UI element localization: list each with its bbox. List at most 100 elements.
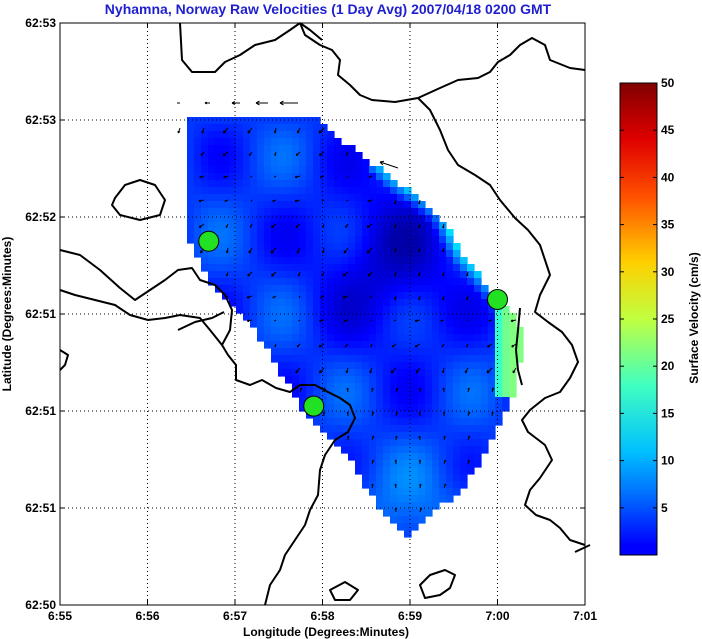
field-cell [432,278,440,286]
field-cell [215,124,223,132]
velocity-arrow [296,343,301,348]
field-cell [334,138,342,146]
field-cell [278,355,286,363]
field-cell [348,348,356,356]
field-cell [453,327,461,335]
field-cell [453,383,461,391]
field-cell [369,236,377,244]
velocity-arrow [414,343,421,348]
field-cell [481,439,489,447]
field-cell [264,271,272,279]
field-cell [383,278,391,286]
field-cell [446,397,454,405]
coastline-segment [177,311,225,331]
field-cell [397,460,405,468]
field-cell [467,404,475,412]
field-cell [285,257,293,265]
field-cell [383,320,391,328]
velocity-arrow [511,343,517,348]
velocity-arrow [223,175,229,179]
field-cell [411,474,419,482]
field-cell [383,355,391,363]
field-cell [264,285,272,293]
field-cell [278,208,286,216]
field-cell [292,348,300,356]
field-cell [369,306,377,314]
velocity-arrow [418,199,421,205]
velocity-arrow [394,247,397,253]
field-cell [376,187,384,195]
field-cell [278,299,286,307]
field-cell [271,208,279,216]
field-cell [264,201,272,209]
field-cell [243,264,251,272]
field-cell [397,327,405,335]
velocity-arrow [225,295,229,299]
field-cell [411,418,419,426]
field-cell [446,348,454,356]
field-cell [383,194,391,202]
field-cell [341,208,349,216]
field-cell [313,166,321,174]
field-cell [348,292,356,300]
field-cell [348,222,356,230]
field-cell [362,208,370,216]
field-cell [474,439,482,447]
field-cell [390,341,398,349]
field-cell [341,334,349,342]
field-cell [285,145,293,153]
field-cell [194,131,202,139]
field-cell [320,425,328,433]
field-cell [369,355,377,363]
field-cell [320,215,328,223]
field-cell [348,453,356,461]
velocity-arrow [415,367,421,374]
field-cell [467,418,475,426]
field-cell [439,432,447,440]
field-cell [341,201,349,209]
field-cell [418,264,426,272]
field-cell [383,229,391,237]
field-cell [348,376,356,384]
field-cell [362,180,370,188]
field-cell [334,355,342,363]
field-cell [341,236,349,244]
field-cell [306,376,314,384]
field-cell [250,306,258,314]
field-cell [362,348,370,356]
field-cell [474,376,482,384]
field-cell [418,215,426,223]
field-cell [313,201,321,209]
field-cell [201,264,209,272]
field-cell [404,292,412,300]
field-cell [404,257,412,265]
y-tick-label: 62:52 [25,210,56,224]
field-cell [502,397,510,405]
field-cell [271,152,279,160]
field-cell [418,369,426,377]
field-cell [348,313,356,321]
field-cell [292,222,300,230]
field-cell [236,194,244,202]
y-tick-label: 62:53 [25,113,56,127]
field-cell [362,369,370,377]
field-cell [327,376,335,384]
field-cell [194,173,202,181]
field-cell [425,229,433,237]
field-cell [432,257,440,265]
field-cell [376,208,384,216]
field-cell [446,292,454,300]
field-cell [362,250,370,258]
field-cell [474,425,482,433]
field-cell [278,257,286,265]
field-cell [432,488,440,496]
field-cell [208,124,216,132]
field-cell [418,376,426,384]
field-cell [320,327,328,335]
field-cell [495,327,503,335]
velocity-arrow [414,319,421,323]
field-cell [404,425,412,433]
field-cell [348,418,356,426]
field-cell [355,292,363,300]
field-cell [425,397,433,405]
